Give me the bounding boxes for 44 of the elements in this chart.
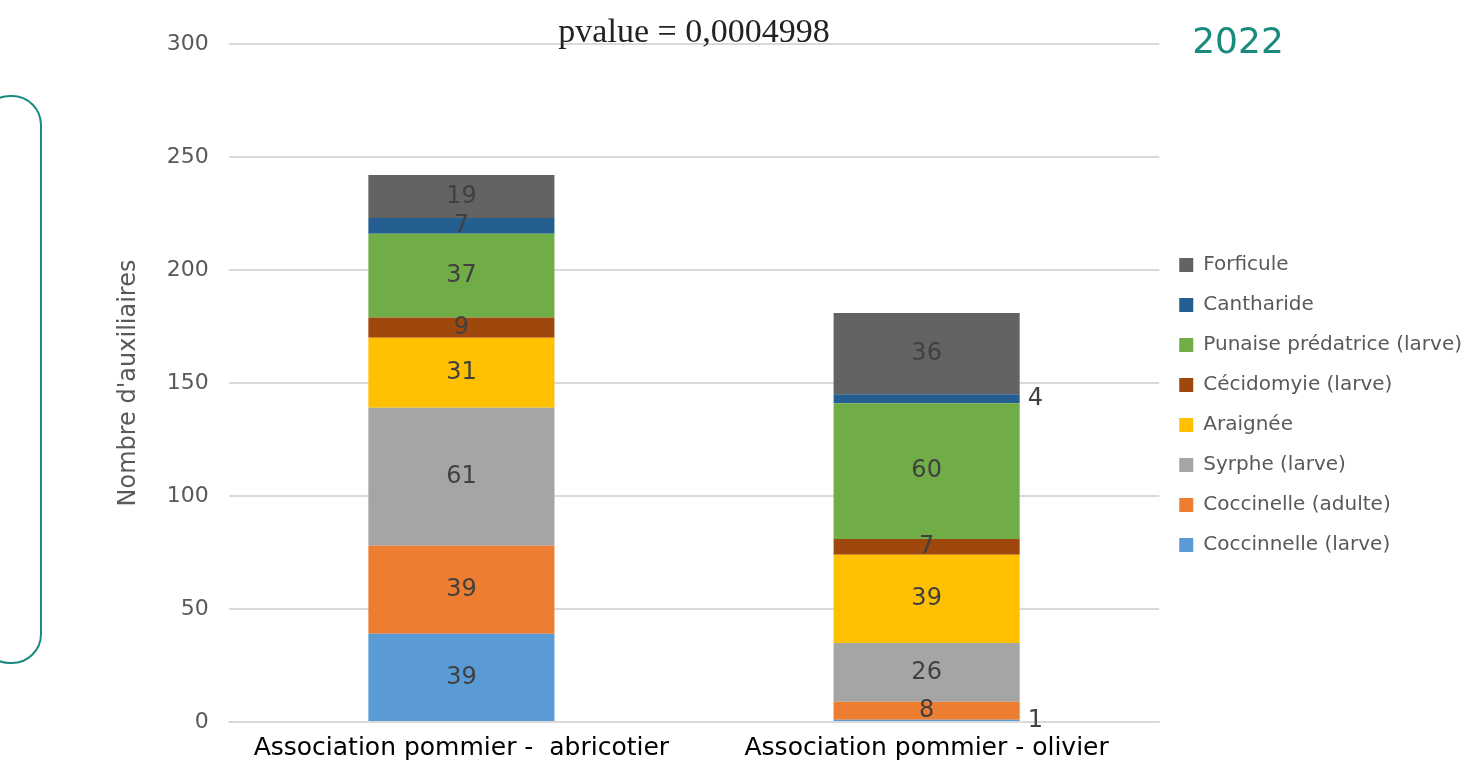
- data-label: 7: [918, 531, 935, 560]
- legend-label: Araignée: [1203, 411, 1293, 436]
- text: 2022: [1192, 20, 1284, 62]
- bar: [833, 312, 1020, 395]
- bar: [368, 233, 555, 318]
- y-tick-label: 250: [166, 142, 209, 168]
- y-tick-label: 50: [180, 594, 209, 620]
- bar: [368, 633, 555, 721]
- bar: [833, 701, 1020, 720]
- bar: [833, 554, 1020, 643]
- data-label: 8: [918, 694, 935, 723]
- bar: [368, 407, 555, 546]
- bar: [368, 317, 555, 338]
- data-label: 26: [911, 656, 942, 685]
- data-label: 60: [911, 455, 942, 484]
- data-label: 37: [446, 259, 477, 288]
- data-label: 39: [446, 661, 477, 690]
- bar: [833, 394, 1020, 404]
- legend-label: Cantharide: [1203, 291, 1314, 316]
- legend-label: Forficule: [1203, 251, 1289, 276]
- annotation: pvalue = 0,0004998: [558, 11, 830, 49]
- data-label: 1: [1027, 704, 1043, 733]
- data-label: 9: [453, 311, 470, 340]
- x-tick-label: Association pommier - olivier: [744, 731, 1110, 761]
- bar: [368, 545, 555, 634]
- y-tick-label: 100: [166, 481, 209, 507]
- bar: [368, 337, 555, 408]
- legend-label: Coccinelle (adulte): [1203, 491, 1391, 516]
- data-label: 39: [911, 583, 942, 612]
- data-label: 31: [446, 357, 477, 386]
- y-tick-label: 300: [166, 29, 209, 55]
- y-tick-label: 0: [194, 707, 209, 733]
- data-label: 7: [453, 210, 470, 239]
- x-tick-label: Association pommier - abricotier: [253, 731, 670, 761]
- legend-label: Coccinnelle (larve): [1203, 531, 1391, 556]
- legend-label: Syrphe (larve): [1203, 451, 1346, 476]
- legend-label: Punaise prédatrice (larve): [1203, 331, 1462, 356]
- y-axis-title: Nombre d'auxiliaires: [112, 259, 141, 507]
- data-label: 39: [446, 574, 477, 603]
- legend-label: Cécidomyie (larve): [1203, 371, 1393, 396]
- y-tick-label: 150: [166, 368, 209, 394]
- y-tick-label: 200: [166, 255, 209, 281]
- data-label: 4: [1027, 383, 1043, 412]
- data-label: 61: [446, 461, 477, 490]
